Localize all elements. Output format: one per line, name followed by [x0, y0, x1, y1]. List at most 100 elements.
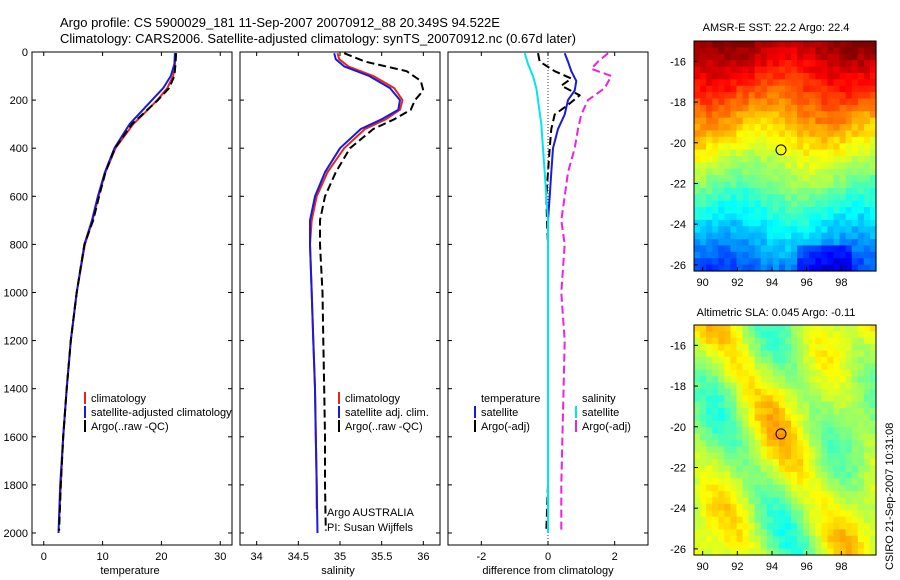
sla-map-cell	[791, 382, 798, 390]
sla-map-cell	[791, 542, 798, 550]
sst-map-cell	[694, 239, 701, 247]
sla-map-cell	[754, 363, 762, 371]
sla-map-cell	[772, 491, 780, 499]
sla-map-cell	[833, 523, 841, 531]
sst-map-cell	[736, 258, 744, 266]
sla-map-cell	[809, 497, 816, 505]
sst-map-cell	[772, 53, 780, 61]
sla-map-cell	[694, 452, 701, 460]
sst-map-cell	[736, 41, 744, 48]
sst-map-cell	[821, 194, 829, 202]
sst-map-cell	[833, 168, 841, 176]
sst-map-cell	[869, 53, 877, 61]
sla-map-cell	[748, 363, 756, 371]
sla-map-cell	[694, 414, 701, 422]
sst-map-cell	[754, 175, 762, 183]
sla-map-cell	[845, 465, 853, 473]
sla-map-cell	[833, 465, 841, 473]
legend-argo-label: Argo(..raw -QC)	[91, 421, 169, 433]
sla-map-cell	[815, 510, 822, 518]
sst-map-cell	[815, 124, 822, 132]
sst-map-cell	[809, 200, 816, 208]
sst-map-cell	[785, 85, 792, 93]
sla-map-cell	[845, 376, 853, 384]
sst-map-cell	[742, 175, 750, 183]
diff-xtick-label: -2	[476, 551, 486, 563]
sst-map-cell	[857, 85, 865, 93]
sst-map-cell	[730, 181, 738, 189]
sla-map-cell	[851, 401, 859, 409]
sla-map-cell	[827, 325, 835, 332]
temp-xtick-label: 10	[96, 551, 108, 563]
sla-map-cell	[785, 484, 792, 492]
sla-map-cell	[833, 478, 841, 486]
sst-map-cell	[821, 207, 829, 215]
sla-map-cell	[815, 433, 822, 441]
sst-map-cell	[845, 130, 853, 138]
sst-map-cell	[815, 239, 822, 247]
sla-map-cell	[742, 414, 750, 422]
sla-map-cell	[694, 337, 701, 345]
sla-map-cell	[712, 542, 719, 550]
sla-map-cell	[724, 478, 731, 486]
sla-map-cell	[760, 465, 768, 473]
sst-map-cell	[718, 149, 725, 157]
sla-map-cell	[748, 388, 756, 396]
sst-map-cell	[754, 136, 762, 144]
sla-map-cell	[742, 337, 750, 345]
sla-map-cell	[815, 363, 822, 371]
sst-map-cell	[815, 47, 822, 55]
sla-map-cell	[742, 503, 750, 511]
sla-map-cell	[839, 414, 847, 422]
sst-map-cell	[833, 149, 841, 157]
sst-map-cell	[766, 245, 774, 253]
sst-map-cell	[827, 239, 835, 247]
sst-map-cell	[742, 104, 750, 112]
sst-argo-location-marker	[775, 144, 787, 156]
sst-map-cell	[748, 258, 756, 266]
sla-map-cell	[760, 535, 768, 543]
sst-map-cell	[785, 66, 792, 74]
sst-map-cell	[863, 207, 871, 215]
sla-map-cell	[815, 414, 822, 422]
sst-map-cell	[772, 181, 780, 189]
sla-map-cell	[748, 535, 756, 543]
sst-map-cell	[851, 136, 859, 144]
sst-map-cell	[730, 53, 738, 61]
sst-map-cell	[712, 143, 719, 151]
sst-map-cell	[839, 239, 847, 247]
sst-map-cell	[706, 168, 713, 176]
sst-map-cell	[772, 219, 780, 227]
sla-map-cell	[791, 497, 798, 505]
sla-map-cell	[766, 452, 774, 460]
sst-map-cell	[797, 98, 804, 106]
sst-map-cell	[694, 251, 701, 259]
sla-map-cell	[718, 344, 725, 352]
sla-map-cell	[833, 440, 841, 447]
sla-map-cell	[736, 369, 744, 377]
sla-map-cell	[730, 523, 738, 531]
sst-map-cell	[791, 258, 798, 266]
sla-map-cell	[851, 529, 859, 537]
sst-map-cell	[712, 60, 719, 68]
sla-map-cell	[797, 382, 804, 390]
sst-map-cell	[815, 149, 822, 157]
sst-map-cell	[785, 264, 792, 272]
sla-map-cell	[827, 363, 835, 371]
sla-map-cell	[827, 446, 835, 454]
sla-map-cell	[869, 497, 877, 505]
sst-map-cell	[700, 111, 707, 119]
sst-map-cell	[839, 200, 847, 208]
sst-map-cell	[863, 53, 871, 61]
sst-map-cell	[766, 219, 774, 227]
sla-map-cell	[785, 510, 792, 518]
sla-map-cell	[754, 401, 762, 409]
sla-map-cell	[724, 452, 731, 460]
sla-map-cell	[778, 497, 786, 505]
sla-map-cell	[785, 523, 792, 531]
sla-map-cell	[785, 401, 792, 409]
sst-map-cell	[724, 194, 731, 202]
sst-map-cell	[754, 47, 762, 55]
sla-map-cell	[742, 408, 750, 416]
sst-map-cell	[694, 53, 701, 61]
